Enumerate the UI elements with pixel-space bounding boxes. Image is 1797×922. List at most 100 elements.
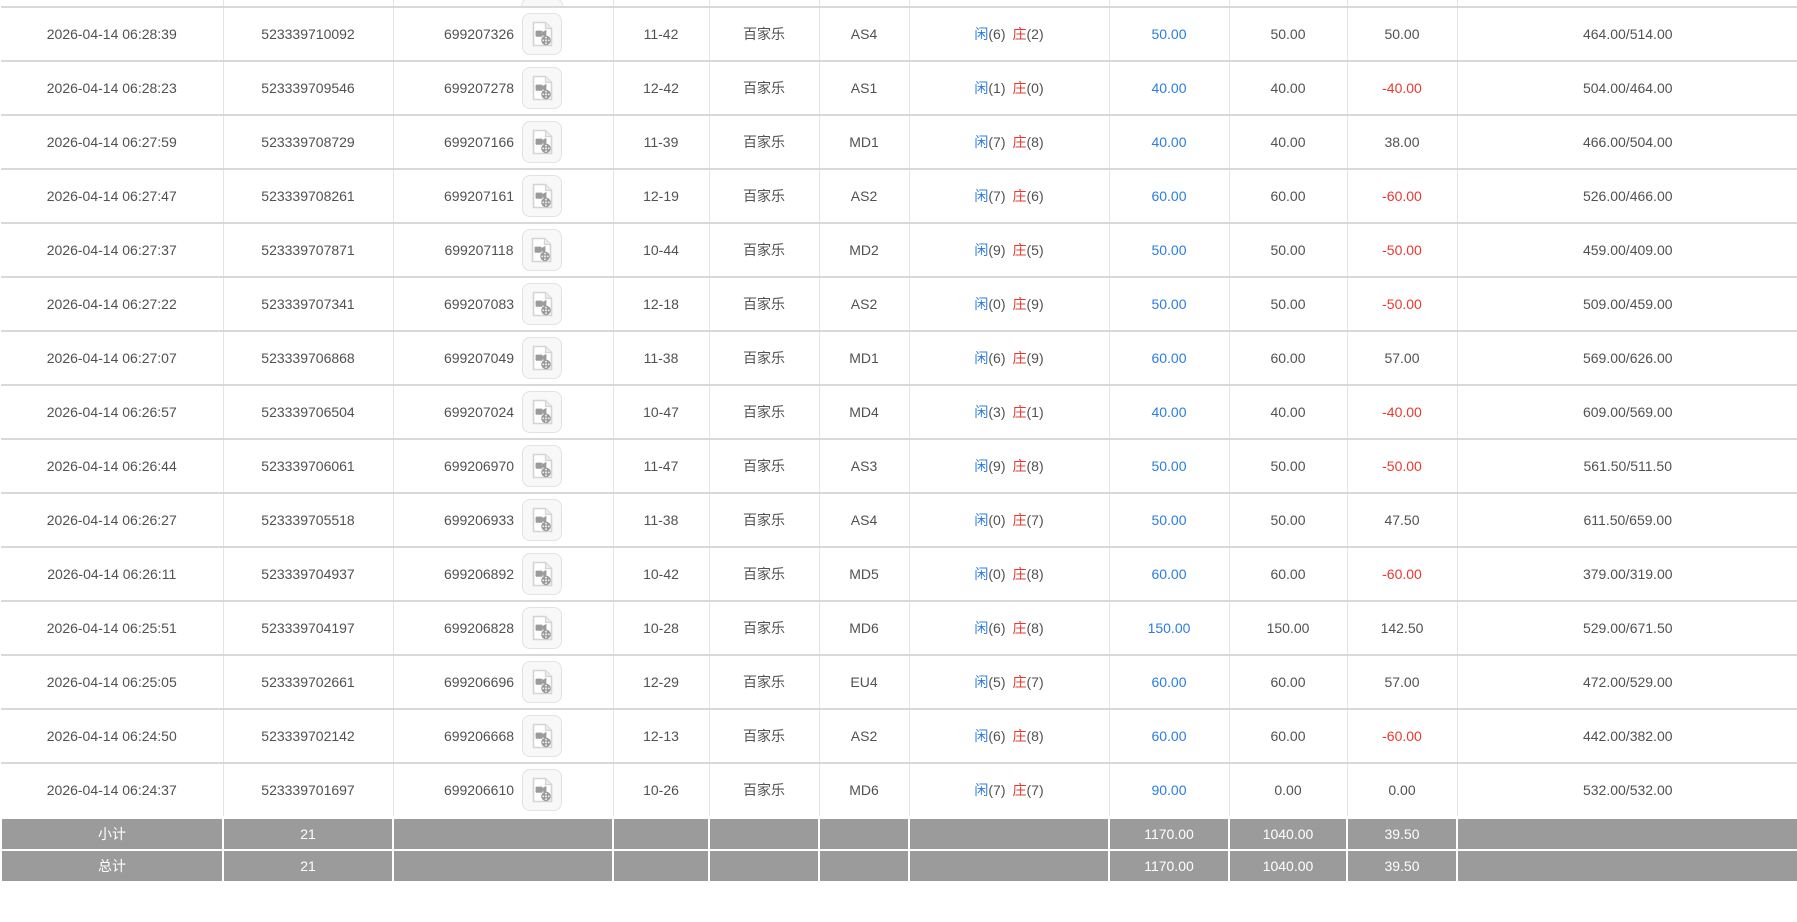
bet-id: 523339707341 <box>222 277 394 332</box>
subtotal-count: 21 <box>222 816 394 851</box>
video-replay-button[interactable] <box>521 229 562 271</box>
clipped-row <box>1 0 1797 8</box>
game-name: 百家乐 <box>708 709 820 764</box>
balance: 509.00/459.00 <box>1456 277 1797 332</box>
win-loss: 47.50 <box>1346 493 1458 548</box>
video-file-icon <box>532 21 552 47</box>
banker-label: 庄 <box>1012 350 1027 366</box>
bet-amount-link[interactable]: 60.00 <box>1151 728 1187 744</box>
bet-amount-link[interactable]: 50.00 <box>1151 458 1187 474</box>
player-label: 闲 <box>974 350 989 366</box>
bet-amount-cell: 50.00 <box>1108 7 1230 62</box>
video-replay-button[interactable] <box>522 607 563 649</box>
win-loss: 50.00 <box>1346 7 1458 62</box>
bet-amount-link[interactable]: 50.00 <box>1151 26 1187 42</box>
video-replay-button[interactable] <box>522 499 563 541</box>
bet-amount-link[interactable]: 40.00 <box>1151 80 1187 96</box>
video-replay-button[interactable] <box>522 445 563 487</box>
round-cell: 699206828 <box>392 601 614 656</box>
video-replay-button[interactable] <box>522 337 563 379</box>
bet-id: 523339702142 <box>222 709 394 764</box>
bet-amount-link[interactable]: 90.00 <box>1151 782 1187 798</box>
video-replay-button[interactable] <box>522 661 563 703</box>
video-file-icon <box>532 453 552 479</box>
bet-id: 523339706504 <box>222 385 394 440</box>
bet-amount-cell: 50.00 <box>1108 277 1230 332</box>
bet-amount-link[interactable]: 60.00 <box>1151 350 1187 366</box>
total-row: 总计 21 1170.00 1040.00 39.50 <box>0 849 1797 883</box>
video-file-icon <box>532 291 552 317</box>
video-replay-button[interactable] <box>522 283 563 325</box>
video-replay-button[interactable] <box>522 391 563 433</box>
balance: 466.00/504.00 <box>1456 115 1797 170</box>
bet-amount-link[interactable]: 60.00 <box>1151 674 1187 690</box>
player-label: 闲 <box>974 620 989 636</box>
bet-id: 523339706868 <box>222 331 394 386</box>
video-replay-button[interactable] <box>522 553 563 595</box>
bet-id: 523339704937 <box>222 547 394 602</box>
video-replay-button[interactable] <box>522 121 563 163</box>
bet-record-row: 2026-04-14 06:28:23 523339709546 6992072… <box>1 61 1797 116</box>
bet-record-row: 2026-04-14 06:28:39 523339710092 6992073… <box>1 7 1797 62</box>
player-score: 5 <box>988 674 1005 690</box>
banker-score: 8 <box>1027 566 1044 582</box>
video-replay-button[interactable] <box>522 67 563 109</box>
valid-amount: 60.00 <box>1228 169 1348 224</box>
bet-record-row: 2026-04-14 06:25:51 523339704197 6992068… <box>1 601 1797 656</box>
total-label: 总计 <box>0 849 224 883</box>
bet-record-row: 2026-04-14 06:26:27 523339705518 6992069… <box>1 493 1797 548</box>
shoe-round: 10-44 <box>612 223 710 278</box>
round-cell: 699206892 <box>392 547 614 602</box>
game-name: 百家乐 <box>708 493 820 548</box>
bet-id: 523339705518 <box>222 493 394 548</box>
bet-amount-link[interactable]: 40.00 <box>1151 404 1187 420</box>
video-replay-button[interactable] <box>522 769 563 811</box>
video-replay-button[interactable] <box>522 715 563 757</box>
shoe-round: 11-42 <box>612 7 710 62</box>
player-label: 闲 <box>974 80 989 96</box>
valid-amount: 60.00 <box>1228 547 1348 602</box>
bet-time: 2026-04-14 06:24:37 <box>1 763 224 819</box>
balance: 442.00/382.00 <box>1456 709 1797 764</box>
round-id: 699207024 <box>443 404 515 420</box>
bet-amount-link[interactable]: 60.00 <box>1151 566 1187 582</box>
bet-amount-link[interactable]: 50.00 <box>1151 296 1187 312</box>
bet-id: 523339707871 <box>222 223 394 278</box>
table-code: EU4 <box>818 655 910 710</box>
player-score: 7 <box>988 188 1005 204</box>
bet-amount-link[interactable]: 50.00 <box>1151 242 1187 258</box>
game-name: 百家乐 <box>708 763 820 819</box>
round-id: 699206696 <box>443 674 515 690</box>
balance: 526.00/466.00 <box>1456 169 1797 224</box>
table-code: MD6 <box>818 763 910 819</box>
bet-amount-link[interactable]: 150.00 <box>1147 620 1191 636</box>
bet-records-table: 2026-04-14 06:28:39 523339710092 6992073… <box>0 0 1797 883</box>
video-file-icon <box>532 669 552 695</box>
bet-amount-link[interactable]: 40.00 <box>1151 134 1187 150</box>
shoe-round: 12-19 <box>612 169 710 224</box>
bet-time: 2026-04-14 06:26:27 <box>1 493 224 548</box>
round-id: 699206892 <box>443 566 515 582</box>
video-replay-button[interactable] <box>522 13 563 55</box>
player-label: 闲 <box>974 242 989 258</box>
player-label: 闲 <box>974 566 989 582</box>
bet-amount-link[interactable]: 60.00 <box>1151 188 1187 204</box>
bet-time: 2026-04-14 06:27:59 <box>1 115 224 170</box>
table-code: MD4 <box>818 385 910 440</box>
banker-score: 8 <box>1027 620 1044 636</box>
video-replay-button[interactable] <box>521 0 563 5</box>
video-file-icon <box>532 777 552 803</box>
bet-time: 2026-04-14 06:26:57 <box>1 385 224 440</box>
game-name: 百家乐 <box>708 277 820 332</box>
video-file-icon <box>532 399 552 425</box>
total-valid-amount: 1040.00 <box>1228 849 1348 883</box>
video-replay-button[interactable] <box>522 175 563 217</box>
game-name: 百家乐 <box>708 331 820 386</box>
player-score: 7 <box>988 782 1005 798</box>
subtotal-valid-amount: 1040.00 <box>1228 816 1348 851</box>
bet-amount-link[interactable]: 50.00 <box>1151 512 1187 528</box>
table-code: AS2 <box>818 277 910 332</box>
balance: 611.50/659.00 <box>1456 493 1797 548</box>
result-cell: 闲7庄7 <box>908 763 1110 819</box>
